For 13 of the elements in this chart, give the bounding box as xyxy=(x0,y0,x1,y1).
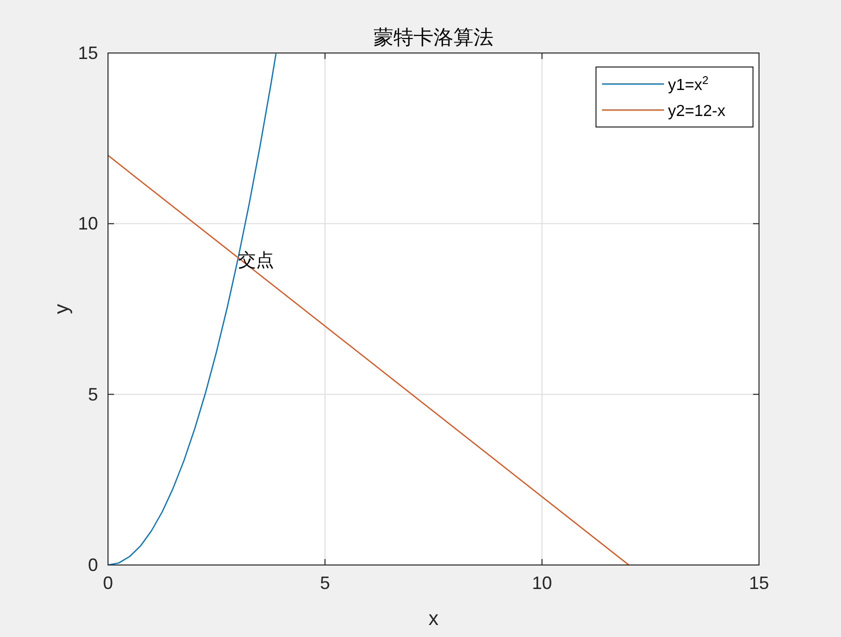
legend-label: y2=12-x xyxy=(668,103,726,120)
y-tick-label: 5 xyxy=(88,384,98,404)
y-tick-label: 10 xyxy=(78,214,98,234)
legend-label: y1=x$^{2}$ xyxy=(668,75,708,94)
y-tick-label: 15 xyxy=(78,43,98,63)
x-tick-label: 5 xyxy=(320,573,330,593)
chart-title: 蒙特卡洛算法 xyxy=(374,25,494,49)
x-tick-label: 15 xyxy=(748,573,770,593)
x-tick-label: 10 xyxy=(532,573,552,593)
x-tick-label: 0 xyxy=(102,573,114,593)
y-axis-title: y xyxy=(51,304,73,314)
x-axis-title: x xyxy=(428,608,438,630)
y-tick-label: 0 xyxy=(88,555,98,575)
